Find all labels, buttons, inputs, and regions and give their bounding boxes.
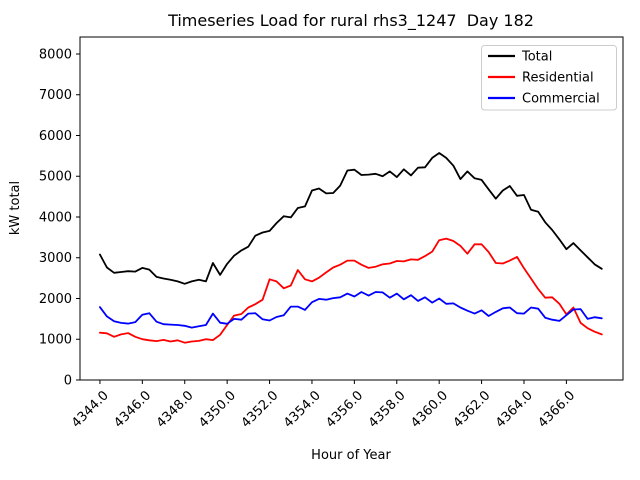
- y-tick-label: 0: [64, 374, 72, 389]
- legend: Total Residential Commercial: [481, 45, 617, 111]
- x-axis-label: Hour of Year: [311, 448, 391, 463]
- y-tick-label: 3000: [39, 251, 72, 266]
- y-tick-label: 4000: [39, 210, 72, 225]
- total-line: [99, 152, 603, 285]
- y-tick-label: 7000: [39, 88, 72, 103]
- legend-label-residential: Residential: [522, 71, 594, 86]
- legend-box: [481, 45, 617, 111]
- y-axis-label: kW total: [8, 181, 23, 235]
- commercial-line: [99, 291, 603, 329]
- data-lines: [99, 152, 603, 344]
- legend-label-commercial: Commercial: [522, 92, 600, 107]
- chart-title: Timeseries Load for rural rhs3_1247 Day …: [167, 11, 534, 31]
- y-tick-label: 6000: [39, 129, 72, 144]
- y-tick-label: 1000: [39, 333, 72, 348]
- y-tick-label: 8000: [39, 47, 72, 62]
- residential-line: [99, 237, 603, 344]
- y-axis-ticks: 0 1000 2000 3000 4000 5000 6000 7000 8000: [39, 47, 80, 389]
- legend-label-total: Total: [521, 50, 552, 65]
- axes-spines: [79, 36, 624, 381]
- y-tick-label: 5000: [39, 170, 72, 185]
- y-tick-label: 2000: [39, 292, 72, 307]
